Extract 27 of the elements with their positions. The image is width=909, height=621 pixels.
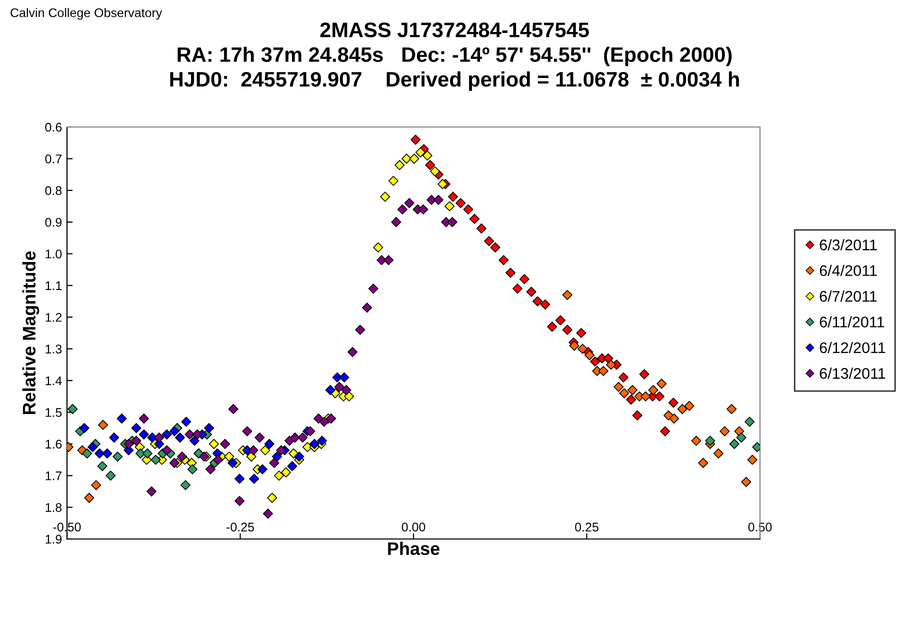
legend-label: 6/7/2011 xyxy=(820,290,877,302)
y-tick-label: 1.8 xyxy=(46,503,62,512)
y-tick-label: 1.5 xyxy=(46,408,62,417)
y-tick-label: 1.0 xyxy=(46,250,62,258)
y-tick-label: 1.7 xyxy=(46,472,62,480)
y-axis-title: Relative Magnitude xyxy=(22,251,40,414)
y-tick-label: 0.9 xyxy=(45,218,62,227)
legend-label: 6/13/2011 xyxy=(820,368,886,379)
legend-label: 6/12/2011 xyxy=(820,342,886,354)
x-tick-label: 0.00 xyxy=(402,522,426,532)
legend-label: 6/4/2011 xyxy=(820,264,877,276)
x-tick-label: -0.25 xyxy=(226,522,254,532)
legend-label: 6/3/2011 xyxy=(820,239,877,250)
y-tick-label: 1.6 xyxy=(46,440,62,449)
y-tick-label: 0.6 xyxy=(45,122,62,132)
legend-label: 6/11/2011 xyxy=(820,316,884,328)
chart-title: 2MASS J17372484-1457545 RA: 17h 37m 24.845s Dec: -14º 57' 54.55'' (Epoch 2000) HJD0: 2455719.907 Derived period = 11.0678 ± 0.0034 h xyxy=(170,22,739,91)
y-tick-label: 0.8 xyxy=(45,186,62,196)
y-tick-label: 1.1 xyxy=(46,281,62,290)
x-axis-title: Phase xyxy=(388,542,440,556)
y-tick-label: 1.4 xyxy=(46,376,62,386)
y-tick-label: 1.3 xyxy=(46,344,62,354)
y-tick-label: 0.7 xyxy=(45,154,62,164)
y-tick-label: 1.9 xyxy=(46,534,62,544)
y-tick-label: 1.2 xyxy=(46,312,62,322)
x-tick-label: 0.25 xyxy=(575,522,598,532)
text: Calvin College Observatory xyxy=(10,8,162,20)
